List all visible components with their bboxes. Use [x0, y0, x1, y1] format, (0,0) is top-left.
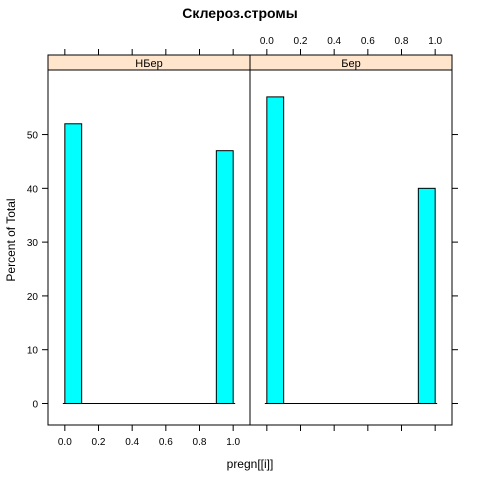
y-tick-label: 10	[27, 346, 39, 357]
x-tick-label: 0.0	[58, 437, 72, 448]
x-tick-label: 0.8	[193, 437, 207, 448]
histogram-bar	[267, 97, 284, 404]
x-axis-label: pregn[[i]]	[227, 457, 274, 471]
strip-label: Бер	[341, 58, 360, 70]
y-axis-label: Percent of Total	[4, 198, 18, 281]
y-tick-label: 30	[27, 238, 39, 249]
x-tick-label: 0.8	[395, 36, 409, 47]
x-tick-label: 0.2	[294, 36, 308, 47]
y-tick-label: 20	[27, 292, 39, 303]
x-tick-label: 1.0	[428, 36, 442, 47]
y-tick-label: 0	[32, 399, 38, 410]
strip-label: НБер	[135, 58, 162, 70]
panel-1: НБер 0.0 0.2 0.4 0.6 0.8 1.0 0 10 20 30 40 50	[27, 49, 250, 448]
x-tick-label: 0.2	[92, 437, 106, 448]
histogram-bar	[418, 188, 435, 403]
x-tick-label: 0.4	[125, 437, 139, 448]
x-tick-label: 0.6	[361, 36, 375, 47]
x-tick-label: 1.0	[226, 437, 240, 448]
panel-2: Бер 0.0 0.2 0.4 0.6 0.8 1.0	[250, 36, 458, 431]
histogram-bar	[65, 124, 82, 404]
x-tick-label: 0.6	[159, 437, 173, 448]
x-tick-label: 0.0	[260, 36, 274, 47]
panels-group: НБер 0.0 0.2 0.4 0.6 0.8 1.0 0 10 20 30 40 50 Бер 0.0 0…	[27, 36, 458, 448]
y-tick-label: 50	[27, 131, 39, 142]
histogram-bar	[216, 151, 233, 404]
y-tick-label: 40	[27, 184, 39, 195]
chart-title: Склероз.стромы	[182, 5, 297, 21]
x-tick-label: 0.4	[327, 36, 341, 47]
